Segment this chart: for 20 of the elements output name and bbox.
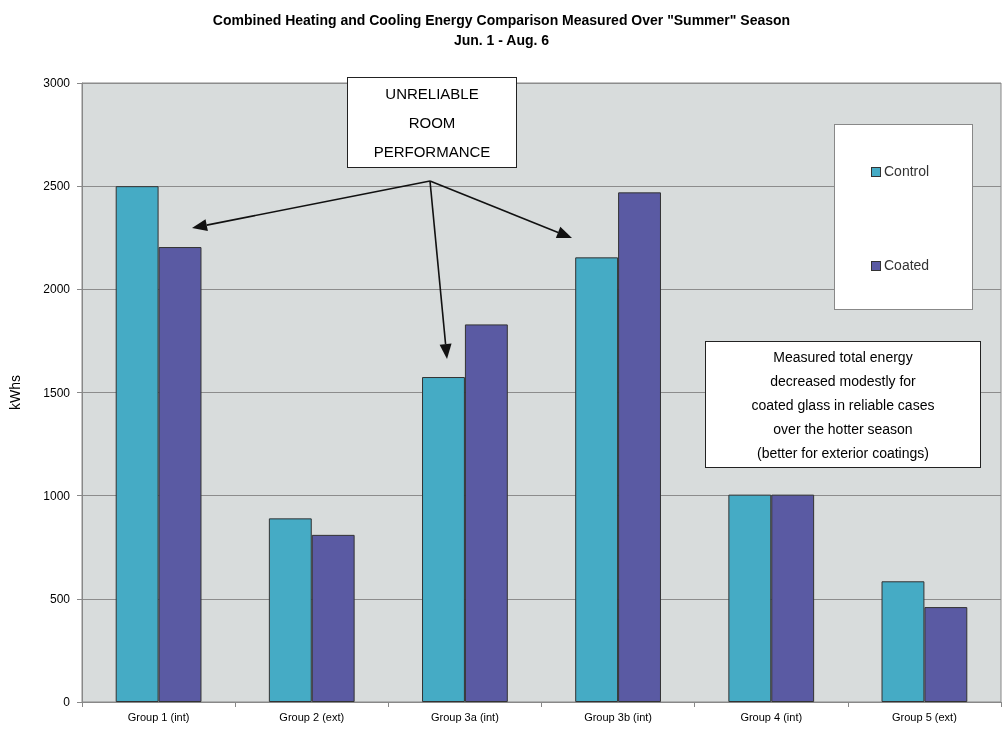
x-tick-label: Group 1 (int) [127,710,190,723]
x-tick-label: Group 4 (int) [740,710,803,723]
y-axis-title: kWhs [7,375,23,410]
y-tick-label: 1000 [43,488,71,503]
x-tick-label: Group 5 (ext) [892,710,957,723]
y-tick-label: 500 [49,591,71,606]
legend-label: Control [884,163,930,179]
y-tick-label: 2000 [43,282,71,297]
y-tick-label: 3000 [43,76,71,90]
annotation: UNRELIABLE ROOM PERFORMANCE [373,84,491,162]
y-tick-label: 0 [63,695,71,709]
chart-subtitle: Jun. 1 - Aug. 6 [453,32,550,48]
y-tick-label: 1500 [43,385,71,400]
chart-title: Combined Heating and Cooling Energy Comparison Measured Over "Summer" Season [212,12,791,28]
annotation: Measured total energy decreased modestly for coated glass in reliable cases over the hotter season (better for exterior coatings) [751,347,935,463]
x-tick-label: Group 3b (int) [584,710,653,723]
legend-label: Coated [884,257,930,273]
x-tick-label: Group 3a (int) [430,710,499,723]
y-tick-label: 2500 [43,179,71,194]
x-tick-label: Group 2 (ext) [279,710,345,723]
